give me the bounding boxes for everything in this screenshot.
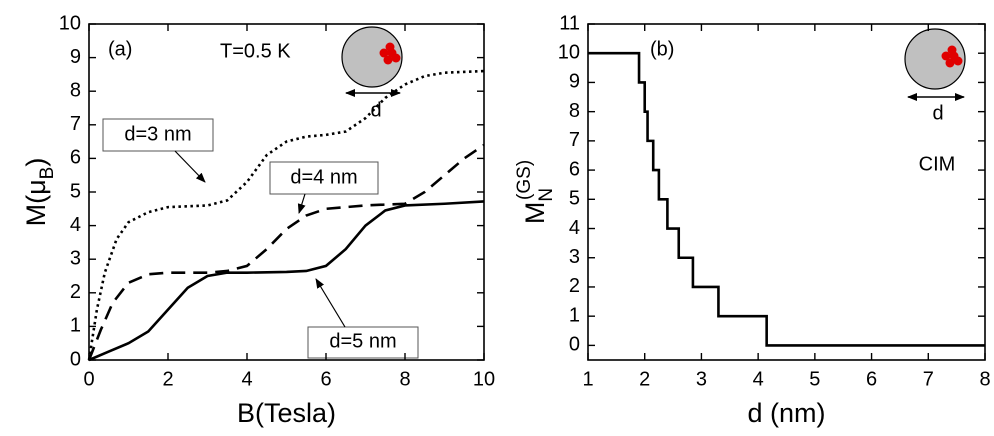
x-tick-label: 0 (83, 368, 94, 390)
callouts (102, 118, 419, 359)
y-tick-label: 10 (558, 41, 580, 63)
data-line (87, 143, 485, 361)
y-axis-label-end: ) (21, 158, 51, 167)
y-axis-label-sub: N (536, 188, 557, 202)
annotation: d=3 nm (124, 123, 191, 145)
y-tick-label: 9 (70, 46, 81, 68)
y-tick-label: 4 (569, 217, 580, 239)
y-tick-label: 1 (569, 304, 580, 326)
x-tick-label: 2 (162, 368, 173, 390)
y-tick-label: 0 (70, 348, 81, 370)
y-axis-label: MN(GS) (514, 160, 557, 224)
x-tick-label: 3 (696, 368, 707, 390)
y-tick-label: 3 (70, 247, 81, 269)
x-tick-label: 10 (473, 368, 495, 390)
y-tick-label: 6 (569, 158, 580, 180)
data-line (88, 200, 485, 362)
x-axis-label: B(Tesla) (237, 398, 336, 428)
x-tick-label: 6 (866, 368, 877, 390)
y-axis-label-main: M (520, 202, 550, 225)
y-axis-label: M(μB) (21, 158, 58, 227)
plot-frame (587, 23, 986, 361)
annotation: d (370, 99, 381, 121)
y-tick-label: 1 (70, 315, 81, 337)
x-axis-label: d (nm) (747, 398, 825, 428)
y-axis-label-main: M(μ (21, 179, 51, 226)
x-tick-label: 1 (582, 368, 593, 390)
y-tick-label: 0 (569, 334, 580, 356)
x-tick-label: 5 (809, 368, 820, 390)
x-tick-label: 2 (639, 368, 650, 390)
annotation: d=5 nm (329, 330, 396, 352)
y-tick-label: 4 (70, 214, 81, 236)
x-tick-label: 4 (753, 368, 764, 390)
x-tick-label: 6 (320, 368, 331, 390)
inset-sphere (904, 28, 966, 101)
y-tick-label: 8 (569, 100, 580, 122)
y-axis-label-sub: B (37, 167, 58, 180)
inset-sphere (341, 26, 403, 97)
y-tick-label: 11 (559, 12, 580, 34)
x-tick-label: 8 (399, 368, 410, 390)
y-tick-label: 7 (70, 113, 81, 135)
y-tick-label: 9 (569, 71, 580, 93)
y-tick-label: 8 (70, 79, 81, 101)
data-line (588, 51, 985, 347)
y-tick-label: 2 (70, 281, 81, 303)
data-line (87, 69, 485, 361)
annotation: T=0.5 K (220, 40, 291, 62)
x-tick-label: 8 (979, 368, 990, 390)
y-tick-label: 3 (569, 246, 580, 268)
x-tick-label: 7 (923, 368, 934, 390)
callout-arrows (174, 150, 346, 328)
annotation: d=4 nm (290, 166, 357, 188)
x-tick-label: 4 (241, 368, 252, 390)
y-axis-label-sup: (GS) (514, 160, 535, 200)
y-tick-label: 6 (70, 147, 81, 169)
annotation: CIM (919, 153, 956, 175)
annotation: d (932, 102, 943, 124)
y-tick-label: 2 (569, 275, 580, 297)
annotation: (a) (108, 38, 132, 60)
annotation: (b) (650, 38, 674, 60)
y-tick-label: 5 (70, 180, 81, 202)
y-tick-label: 7 (569, 129, 580, 151)
y-tick-label: 10 (59, 12, 81, 34)
y-tick-label: 5 (569, 188, 580, 210)
